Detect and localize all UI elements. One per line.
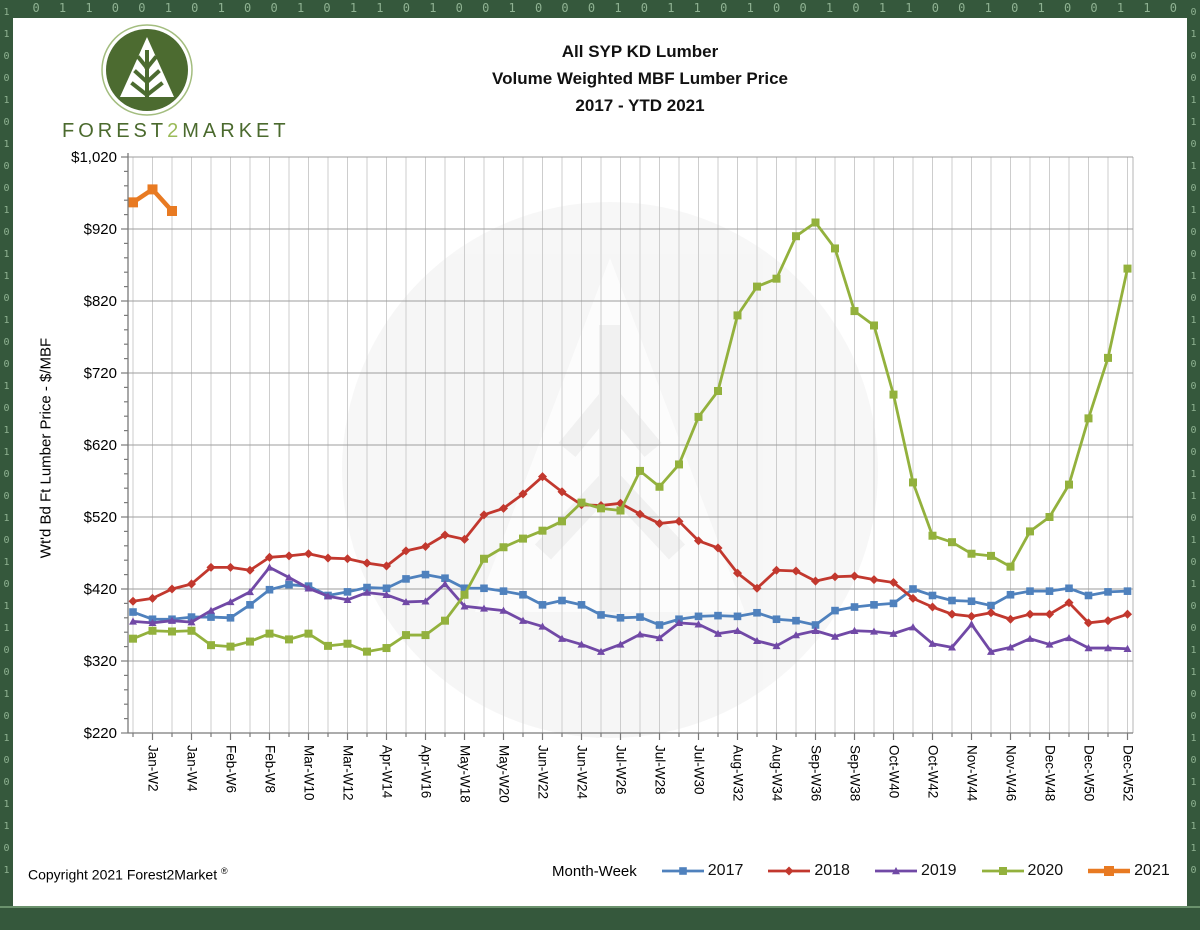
legend-item-2018: 2018: [767, 862, 850, 880]
svg-text:$820: $820: [84, 293, 117, 310]
brand-forest: FOREST: [62, 120, 168, 142]
legend-label: 2017: [707, 862, 744, 879]
svg-text:$320: $320: [84, 653, 117, 670]
series-2020: [129, 218, 1132, 656]
frame-bottom-band: [0, 906, 1200, 930]
svg-text:Dec-W52: Dec-W52: [1121, 745, 1136, 801]
svg-text:Jun-W22: Jun-W22: [536, 745, 551, 799]
legend-label: 2021: [1134, 862, 1170, 879]
frame-top-binary-band: 1 0 1 1 0 0 1 0 1 0 0 1 0 1 1 0 1 0 0 1 …: [0, 0, 1200, 18]
svg-text:Sep-W38: Sep-W38: [848, 745, 863, 801]
copyright: Copyright 2021 Forest2Market ®: [28, 866, 228, 883]
legend-swatch-2020-icon: [981, 867, 1024, 875]
series-2019: [129, 563, 1132, 655]
svg-text:Nov-W44: Nov-W44: [965, 745, 980, 802]
svg-text:$620: $620: [84, 437, 117, 454]
legend-swatch-2018-icon: [768, 866, 811, 876]
frame-left-binary-band: 1 1 0 0 1 0 1 0 0 1 0 1 1 0 1 0 0 1 0 1 …: [0, 0, 13, 930]
axes: [121, 153, 1133, 740]
legend-label: 2019: [920, 862, 957, 879]
series-2017: [129, 570, 1132, 629]
chart-title-line3: 2017 - YTD 2021: [575, 96, 705, 116]
svg-text:Aug-W34: Aug-W34: [770, 745, 785, 802]
legend-item-2021: 2021: [1087, 862, 1170, 880]
svg-text:Aug-W32: Aug-W32: [731, 745, 746, 801]
legend-item-2020: 2020: [981, 862, 1064, 880]
brand-2: 2: [167, 120, 183, 142]
brand-market: MARKET: [182, 120, 290, 142]
svg-text:Apr-W16: Apr-W16: [419, 745, 434, 798]
chart-area: $220 $320 $420 $520 $620 $720 $820 $920 $1,020 Ja…: [55, 140, 1145, 855]
chart-title-line1: All SYP KD Lumber: [561, 42, 719, 61]
registered-mark: ®: [220, 866, 228, 876]
chart-svg: $220 $320 $420 $520 $620 $720 $820 $920 $1,020 Ja…: [71, 149, 1136, 803]
svg-text:Dec-W48: Dec-W48: [1043, 745, 1058, 801]
svg-text:Mar-W10: Mar-W10: [302, 745, 317, 801]
svg-text:$920: $920: [84, 221, 117, 238]
x-tick-labels: Jan-W2 Jan-W4 Feb-W6 Feb-W8 Mar-W10 Mar-W12 Ap…: [146, 745, 1136, 803]
svg-text:Oct-W42: Oct-W42: [926, 745, 941, 798]
svg-text:Feb-W6: Feb-W6: [224, 745, 239, 793]
legend-item-2019: 2019: [874, 862, 957, 880]
legend-label: 2020: [1027, 862, 1064, 879]
svg-text:May-W20: May-W20: [497, 745, 512, 803]
legend-swatch-2021-icon: [1088, 866, 1131, 876]
chart-title-line2: Volume Weighted MBF Lumber Price: [492, 69, 788, 89]
svg-text:Jun-W24: Jun-W24: [575, 745, 590, 800]
svg-text:Jul-W26: Jul-W26: [614, 745, 629, 795]
svg-text:Mar-W12: Mar-W12: [341, 745, 356, 801]
svg-text:Feb-W8: Feb-W8: [263, 745, 278, 793]
svg-text:Jan-W2: Jan-W2: [146, 745, 161, 792]
y-axis-title: Wt'd Bd Ft Lumber Price - $/MBF: [37, 337, 55, 559]
y-tick-labels: $220 $320 $420 $520 $620 $720 $820 $920 $1,020: [71, 149, 117, 742]
svg-text:$220: $220: [84, 725, 117, 742]
svg-text:$520: $520: [84, 509, 117, 526]
frame-right-binary-band: 0 1 0 0 1 1 0 1 0 1 0 0 1 0 1 1 0 0 1 0 …: [1187, 0, 1200, 930]
copyright-text: Copyright 2021 Forest2Market: [28, 866, 218, 883]
legend: Month-Week 2017 2018 2019 2020 2021: [552, 862, 1170, 880]
tree-logo-icon: [101, 24, 193, 116]
svg-text:$720: $720: [84, 365, 117, 382]
svg-text:Oct-W40: Oct-W40: [887, 745, 902, 798]
watermark-logo-icon: [342, 202, 878, 738]
legend-swatch-2019-icon: [874, 867, 917, 875]
x-axis-title: Month-Week: [552, 862, 637, 880]
chart-title: All SYP KD Lumber Volume Weighted MBF Lu…: [300, 38, 980, 120]
series-2021: [128, 184, 177, 216]
svg-text:Nov-W46: Nov-W46: [1004, 745, 1019, 801]
forest2market-logo: FOREST2MARKET: [62, 24, 286, 143]
legend-item-2017: 2017: [661, 862, 744, 880]
legend-label: 2018: [814, 862, 850, 879]
horizontal-gridlines: [128, 156, 1133, 662]
svg-text:Jan-W4: Jan-W4: [185, 745, 200, 792]
svg-text:Jul-W28: Jul-W28: [653, 745, 668, 795]
svg-text:Dec-W50: Dec-W50: [1082, 745, 1097, 801]
svg-text:$420: $420: [84, 581, 117, 598]
brand-wordmark: FOREST2MARKET: [62, 120, 286, 143]
svg-text:May-W18: May-W18: [458, 745, 473, 803]
svg-text:$1,020: $1,020: [71, 149, 117, 166]
svg-text:Jul-W30: Jul-W30: [692, 745, 707, 795]
svg-text:Sep-W36: Sep-W36: [809, 745, 824, 801]
svg-text:Apr-W14: Apr-W14: [380, 745, 395, 799]
legend-swatch-2017-icon: [661, 867, 704, 875]
